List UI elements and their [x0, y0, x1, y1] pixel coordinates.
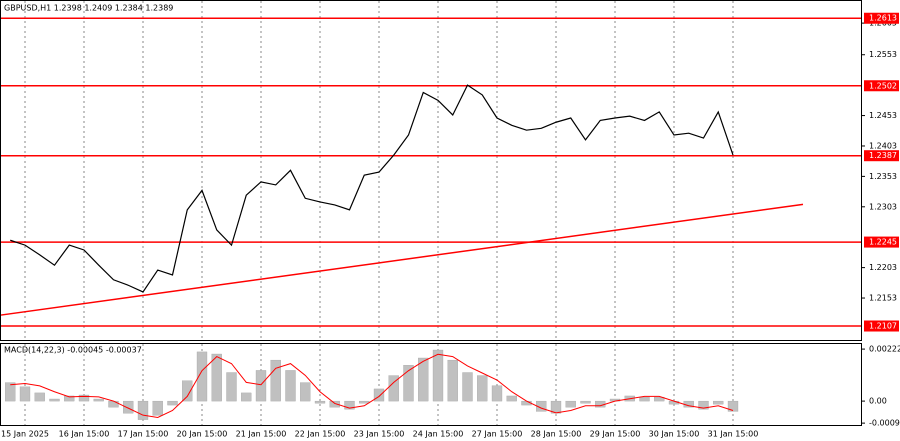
macd-bar	[152, 400, 163, 416]
macd-bar	[506, 395, 517, 402]
price-line	[10, 84, 734, 293]
macd-bar	[432, 349, 444, 402]
macd-bar	[491, 385, 503, 402]
macd-bar	[123, 400, 134, 414]
x-tick-label: 30 Jan 15:00	[649, 430, 700, 439]
x-tick-label: 23 Jan 15:00	[354, 430, 405, 439]
macd-bar	[698, 400, 709, 410]
x-tick-label: 22 Jan 15:00	[295, 430, 346, 439]
macd-bar	[329, 400, 340, 408]
x-tick-label: 15 Jan 2025	[1, 430, 49, 439]
y-tick-label: -0.00094	[869, 419, 900, 428]
macd-bar	[300, 382, 311, 402]
macd-bar	[196, 351, 208, 402]
macd-bar	[639, 396, 650, 402]
macd-bar	[477, 375, 488, 402]
macd-bar	[727, 400, 739, 412]
y-tick-label: 0.00222	[869, 345, 900, 354]
y-tick-label: 1.2303	[869, 202, 897, 211]
macd-bar	[403, 365, 414, 402]
level-label-box	[864, 150, 899, 162]
macd-bar	[447, 359, 458, 402]
macd-bar	[418, 357, 429, 402]
macd-bar	[580, 400, 591, 404]
x-tick-label: 17 Jan 15:00	[118, 430, 169, 439]
macd-bar	[64, 395, 75, 402]
x-tick-label: 27 Jan 15:00	[472, 430, 523, 439]
level-label-box	[864, 80, 899, 92]
y-tick-label: 1.2453	[869, 111, 897, 120]
x-tick-label: 24 Jan 15:00	[413, 430, 464, 439]
signal-line	[10, 353, 734, 419]
macd-bar	[344, 400, 355, 410]
trend-line	[0, 203, 804, 316]
macd-bar	[49, 398, 60, 402]
x-tick-label: 31 Jan 15:00	[708, 430, 759, 439]
macd-bar	[34, 392, 45, 402]
level-label: 1.2245	[869, 238, 897, 247]
macd-bar	[108, 400, 119, 408]
macd-bar	[388, 375, 399, 402]
macd-bar	[19, 386, 31, 402]
x-tick-label: 21 Jan 15:00	[236, 430, 287, 439]
macd-bar	[182, 380, 193, 402]
y-tick-label: 0.00	[869, 397, 887, 406]
macd-bar	[241, 392, 252, 402]
level-label-box	[864, 320, 899, 332]
macd-bar	[211, 353, 222, 402]
level-label: 1.2613	[869, 14, 897, 23]
macd-bar	[285, 370, 296, 402]
macd-bar	[359, 400, 370, 404]
level-label-box	[864, 236, 899, 248]
x-tick-label: 29 Jan 15:00	[590, 430, 641, 439]
macd-bar	[78, 394, 90, 402]
main-panel	[0, 0, 862, 341]
x-tick-label: 28 Jan 15:00	[531, 430, 582, 439]
macd-bar	[226, 372, 237, 402]
y-tick-label: 1.2353	[869, 172, 897, 181]
macd-bar	[654, 396, 665, 402]
macd-title: MACD(14,22,3) -0.00045 -0.00037	[4, 346, 142, 355]
macd-bar	[167, 400, 178, 406]
macd-bar	[462, 372, 473, 402]
y-tick-label: 1.2203	[869, 263, 897, 272]
macd-bar	[270, 359, 281, 402]
x-tick-label: 20 Jan 15:00	[177, 430, 228, 439]
x-tick-label: 16 Jan 15:00	[59, 430, 110, 439]
level-label: 1.2502	[869, 81, 897, 90]
macd-bar	[713, 400, 724, 405]
level-label: 1.2387	[869, 151, 897, 160]
y-tick-label: 1.2403	[869, 141, 897, 150]
macd-bar	[373, 388, 385, 402]
macd-panel	[0, 343, 862, 426]
macd-bar	[93, 398, 104, 402]
macd-bar	[314, 400, 326, 404]
macd-bar	[255, 370, 267, 402]
macd-bar	[565, 400, 576, 408]
macd-bar	[5, 382, 16, 402]
y-tick-label: 1.2553	[869, 50, 897, 59]
level-label: 1.2107	[869, 322, 897, 331]
level-label-box	[864, 12, 899, 24]
macd-bar	[137, 400, 149, 420]
y-tick-label: 1.2153	[869, 294, 897, 303]
chart-title: GBPUSD,H1 1.2398 1.2409 1.2384 1.2389	[4, 4, 173, 13]
